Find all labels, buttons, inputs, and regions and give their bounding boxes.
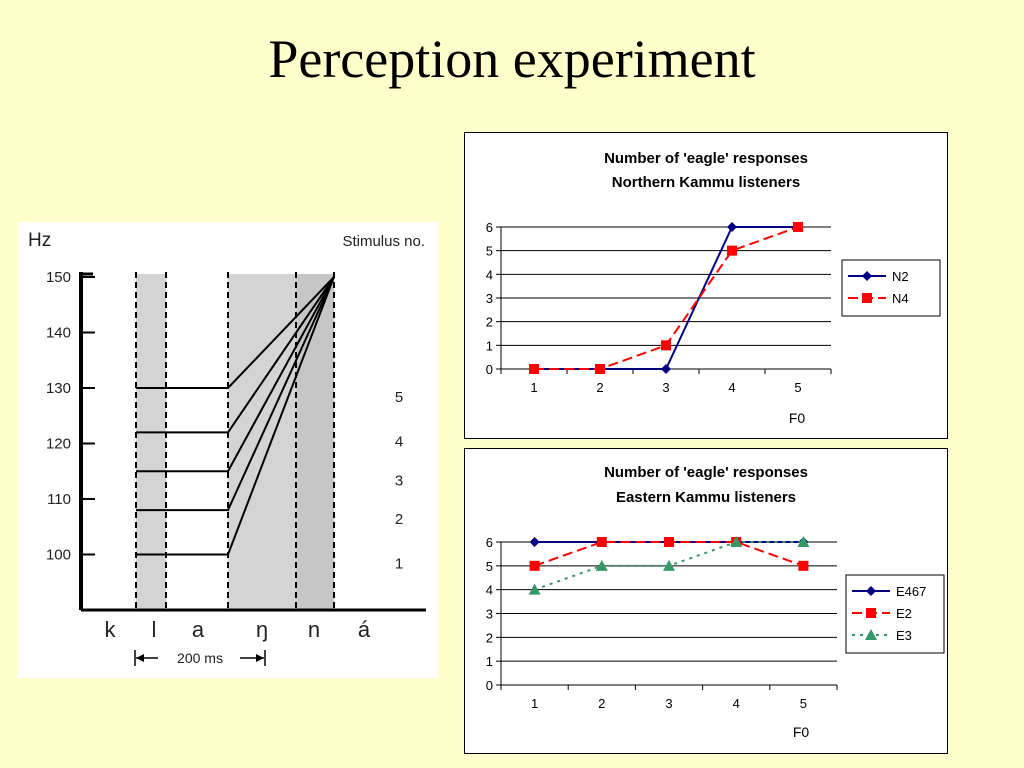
y-tick-label: 4 [486,583,493,598]
x-tick-label: 2 [598,696,605,711]
stimulus-number: 5 [395,389,403,406]
y-tick-label: 1 [486,654,493,669]
y-tick-label: 6 [486,220,493,235]
slide-title: Perception experiment [268,29,756,89]
legend-box [841,259,941,317]
chart-title: Number of 'eagle' responses [604,464,808,481]
x-tick-label: 5 [794,380,801,395]
x-tick-label: 5 [800,696,807,711]
f0-contour [136,276,335,434]
duration-label: 200 ms [177,650,223,666]
data-point [727,222,737,232]
data-point [595,559,608,571]
legend-label: N2 [892,269,909,284]
chart-subtitle: Eastern Kammu listeners [616,489,796,506]
y-tick-label: 3 [486,607,493,622]
x-tick-label: 3 [665,696,672,711]
chart-title: Number of 'eagle' responses [604,150,808,167]
x-tick-label: 4 [733,696,740,711]
y-tick-label: 5 [486,244,493,259]
chart-eastern-kammu: Number of 'eagle' responses Eastern Kamm… [464,448,948,754]
data-point [661,364,671,374]
y-tick-label: 140 [46,325,71,342]
data-point [862,293,872,303]
y-tick-label: 3 [486,291,493,306]
x-tick-label: 4 [728,380,735,395]
data-point [529,364,539,374]
stimulus-number: 1 [395,556,403,573]
y-tick-label: 150 [46,269,71,286]
legend-label: E3 [896,628,912,643]
y-tick-label: 5 [486,559,493,574]
f0-contour [136,276,335,473]
y-tick-label: 120 [46,436,71,453]
phoneme-label: a [192,617,205,642]
data-point [528,583,541,595]
stimulus-number: 4 [395,433,403,450]
legend-label: E467 [896,584,926,599]
data-point [798,560,809,571]
data-point [862,271,872,281]
data-point [664,537,674,547]
stimulus-number: 3 [395,472,403,489]
data-point [529,560,540,571]
f0-contour [136,276,335,389]
data-point [793,222,803,232]
y-tick-label: 110 [47,491,71,508]
phoneme-label: n [308,617,320,642]
f0-contour [136,276,335,556]
data-point [661,340,671,351]
y-tick-label: 4 [486,267,493,282]
chart-northern-kammu: Number of 'eagle' responses Northern Kam… [464,132,948,439]
stimulus-number: 2 [395,511,403,528]
x-tick-label: 1 [530,380,537,395]
data-point [730,536,743,547]
chart-northern-svg: Number of 'eagle' responses Northern Kam… [486,150,941,426]
duration-arrowhead [256,654,264,662]
stimulus-svg: Hz Stimulus no. 150 140 130 120 110 100 5 4 3 2 1 k… [28,230,426,666]
phoneme-label: á [358,617,371,642]
stimulus-diagram: Hz Stimulus no. 150 140 130 120 110 100 5 4 3 2 1 k… [18,222,438,678]
y-tick-label: 130 [46,380,71,397]
data-point [663,559,675,571]
shaded-segment [136,274,166,610]
data-point [866,608,876,618]
data-point [595,364,605,374]
data-point [727,245,737,256]
x-tick-label: 2 [596,380,603,395]
f0-contour [136,276,335,512]
phoneme-label: ŋ [256,617,268,642]
duration-arrowhead [136,654,144,662]
x-tick-label: 1 [531,696,538,711]
chart-eastern-svg: Number of 'eagle' responses Eastern Kamm… [486,464,945,740]
y-tick-label: 6 [486,535,493,550]
legend-label: N4 [892,291,909,306]
stimulus-no-label: Stimulus no. [342,233,425,250]
y-tick-label: 100 [46,547,71,564]
y-unit-label: Hz [28,230,51,251]
phoneme-label: k [105,617,117,642]
y-tick-label: 2 [486,630,493,645]
y-tick-label: 0 [486,362,493,377]
phoneme-label: l [152,617,157,642]
x-axis-label: F0 [793,724,810,740]
x-axis-label: F0 [789,410,806,426]
chart-subtitle: Northern Kammu listeners [612,174,800,191]
data-point [797,536,810,547]
data-point [596,537,607,547]
legend-box [845,574,945,654]
y-tick-label: 1 [486,338,493,353]
data-point [865,629,877,640]
y-tick-label: 0 [486,678,493,693]
x-tick-label: 3 [662,380,669,395]
shaded-segment [296,274,334,610]
data-point [866,586,876,596]
y-tick-label: 2 [486,315,493,330]
legend-label: E2 [896,606,912,621]
data-point [529,537,540,547]
